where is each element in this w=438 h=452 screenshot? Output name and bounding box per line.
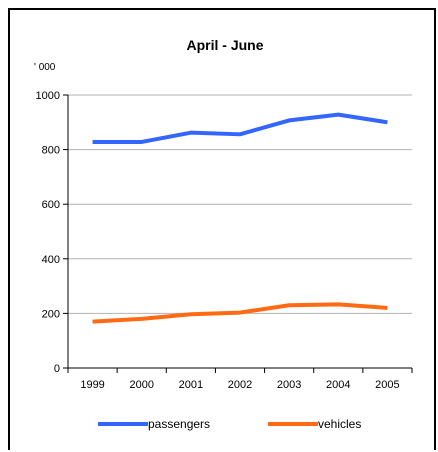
y-tick-label: 400 bbox=[42, 254, 60, 266]
x-tick-label: 2003 bbox=[277, 379, 301, 391]
chart-title: April - June bbox=[186, 37, 263, 53]
y-tick-label: 200 bbox=[42, 308, 60, 320]
x-tick-label: 2000 bbox=[129, 379, 153, 391]
x-tick-label: 2005 bbox=[375, 379, 399, 391]
legend-label-passengers: passengers bbox=[148, 417, 210, 431]
y-tick-label: 0 bbox=[54, 363, 60, 375]
y-unit-label: ' 000 bbox=[34, 62, 56, 73]
x-tick-label: 1999 bbox=[80, 379, 104, 391]
x-tick-label: 2004 bbox=[326, 379, 350, 391]
y-tick-label: 600 bbox=[42, 199, 60, 211]
y-tick-label: 800 bbox=[42, 145, 60, 157]
x-tick-label: 2002 bbox=[228, 379, 252, 391]
y-tick-label: 1000 bbox=[36, 90, 60, 102]
series-line-passengers bbox=[92, 112, 388, 144]
legend-label-vehicles: vehicles bbox=[318, 417, 361, 431]
chart-frame bbox=[8, 8, 436, 450]
x-tick-label: 2001 bbox=[179, 379, 203, 391]
